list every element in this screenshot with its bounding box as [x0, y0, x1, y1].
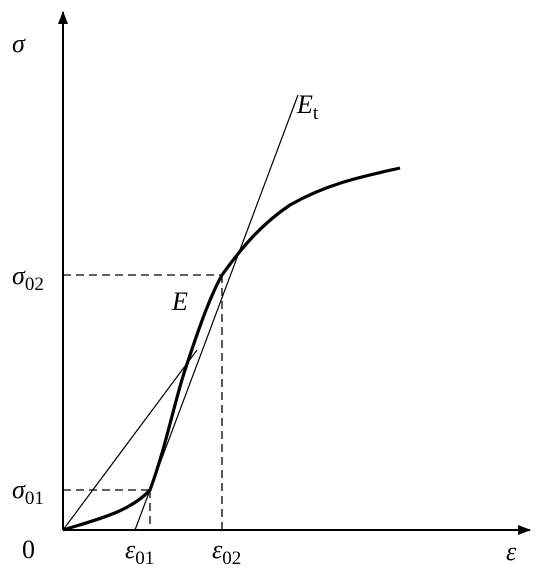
x-axis-label: ε	[506, 537, 517, 566]
subscript: t	[313, 103, 319, 124]
subscript: 02	[25, 274, 44, 295]
subscript: 01	[25, 488, 44, 509]
symbol: σ	[12, 261, 26, 290]
secant-label: E	[171, 287, 188, 316]
symbol: σ	[12, 475, 26, 504]
epsilon-02-label: ε02	[212, 535, 241, 569]
origin-label: 0	[22, 535, 35, 564]
symbol: ε	[125, 535, 136, 564]
sigma-01-label: σ01	[12, 475, 44, 509]
symbol: E	[171, 287, 188, 316]
subscript: 02	[222, 548, 241, 569]
guide-lines	[63, 274, 223, 530]
sigma-02-label: σ02	[12, 261, 44, 295]
stress-strain-curve	[62, 166, 401, 532]
y-axis-label: σ	[12, 29, 26, 58]
symbol: E	[296, 90, 313, 119]
tangent-label: Et	[296, 90, 319, 124]
subscript: 01	[135, 548, 154, 569]
symbol: ε	[212, 535, 223, 564]
epsilon-01-label: ε01	[125, 535, 154, 569]
secant-line	[62, 349, 198, 531]
